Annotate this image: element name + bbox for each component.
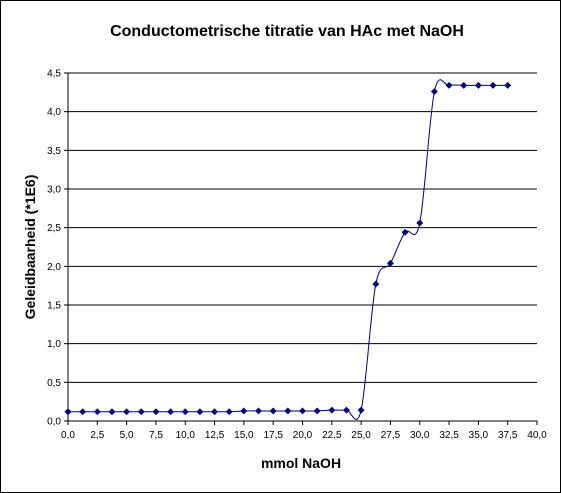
data-point	[93, 408, 101, 416]
x-tick-label: 35,0	[469, 430, 489, 441]
y-tick-label: 4,0	[47, 107, 61, 118]
data-point	[504, 81, 512, 89]
data-point	[137, 408, 145, 416]
y-tick-label: 3,5	[47, 146, 61, 157]
y-tick-label: 0,0	[47, 417, 61, 428]
axes	[64, 72, 538, 425]
x-tick-label: 2,5	[90, 430, 104, 441]
x-tick-label: 10,0	[176, 430, 196, 441]
x-tick-label: 27,5	[381, 430, 401, 441]
y-tick-label: 4,5	[47, 69, 61, 80]
data-point	[108, 408, 116, 416]
y-tick-label: 1,0	[47, 339, 61, 350]
data-point	[342, 406, 351, 414]
data-point	[196, 408, 204, 416]
data-point	[225, 408, 233, 416]
series	[64, 79, 512, 420]
x-tick-label: 30,0	[410, 430, 430, 441]
data-point	[284, 407, 292, 415]
data-point	[328, 406, 336, 414]
data-point	[240, 407, 248, 415]
data-point	[254, 407, 263, 415]
tick-labels: 0,0 0,5 1,0 1,5 2,0 2,5 3,0 3,5 4,0 4,5 0,0 2,5 5,0 7…	[47, 69, 547, 442]
x-tick-label: 25,0	[351, 430, 371, 441]
data-point	[181, 408, 189, 416]
y-tick-label: 2,0	[47, 262, 61, 273]
data-point	[357, 406, 365, 414]
data-point	[445, 81, 453, 89]
data-point	[474, 81, 482, 89]
data-point	[79, 408, 87, 416]
series-line	[68, 79, 508, 420]
x-tick-label: 20,0	[293, 430, 313, 441]
gridlines	[68, 72, 537, 383]
data-point	[372, 280, 380, 288]
chart-title: Conductometrische titratie van HAc met N…	[110, 23, 464, 40]
data-point	[430, 88, 438, 96]
data-point	[416, 219, 424, 227]
x-tick-label: 22,5	[322, 430, 342, 441]
x-tick-label: 7,5	[149, 430, 163, 441]
x-tick-label: 37,5	[498, 430, 518, 441]
x-tick-label: 12,5	[205, 430, 225, 441]
x-tick-label: 40,0	[527, 430, 547, 441]
x-tick-label: 5,0	[120, 430, 134, 441]
data-point	[167, 408, 175, 416]
x-axis-label: mmol NaOH	[261, 455, 341, 471]
data-point	[123, 408, 131, 416]
x-tick-label: 15,0	[234, 430, 254, 441]
y-tick-label: 0,5	[47, 378, 61, 389]
y-tick-label: 2,5	[47, 223, 61, 234]
data-point	[211, 408, 219, 416]
data-point	[269, 407, 277, 415]
x-tick-label: 32,5	[439, 430, 459, 441]
data-point	[152, 408, 160, 416]
data-point	[386, 259, 394, 267]
data-point	[64, 408, 72, 416]
y-tick-label: 3,0	[47, 185, 61, 196]
data-point	[298, 407, 307, 415]
y-axis-label: Geleidbaarheid (*1E6)	[22, 175, 38, 320]
data-point	[489, 81, 497, 89]
x-tick-label: 0,0	[61, 430, 75, 441]
data-point	[401, 228, 409, 236]
y-tick-label: 1,5	[47, 301, 61, 312]
data-point	[460, 81, 468, 89]
data-point	[313, 407, 321, 415]
x-tick-label: 17,5	[263, 430, 283, 441]
